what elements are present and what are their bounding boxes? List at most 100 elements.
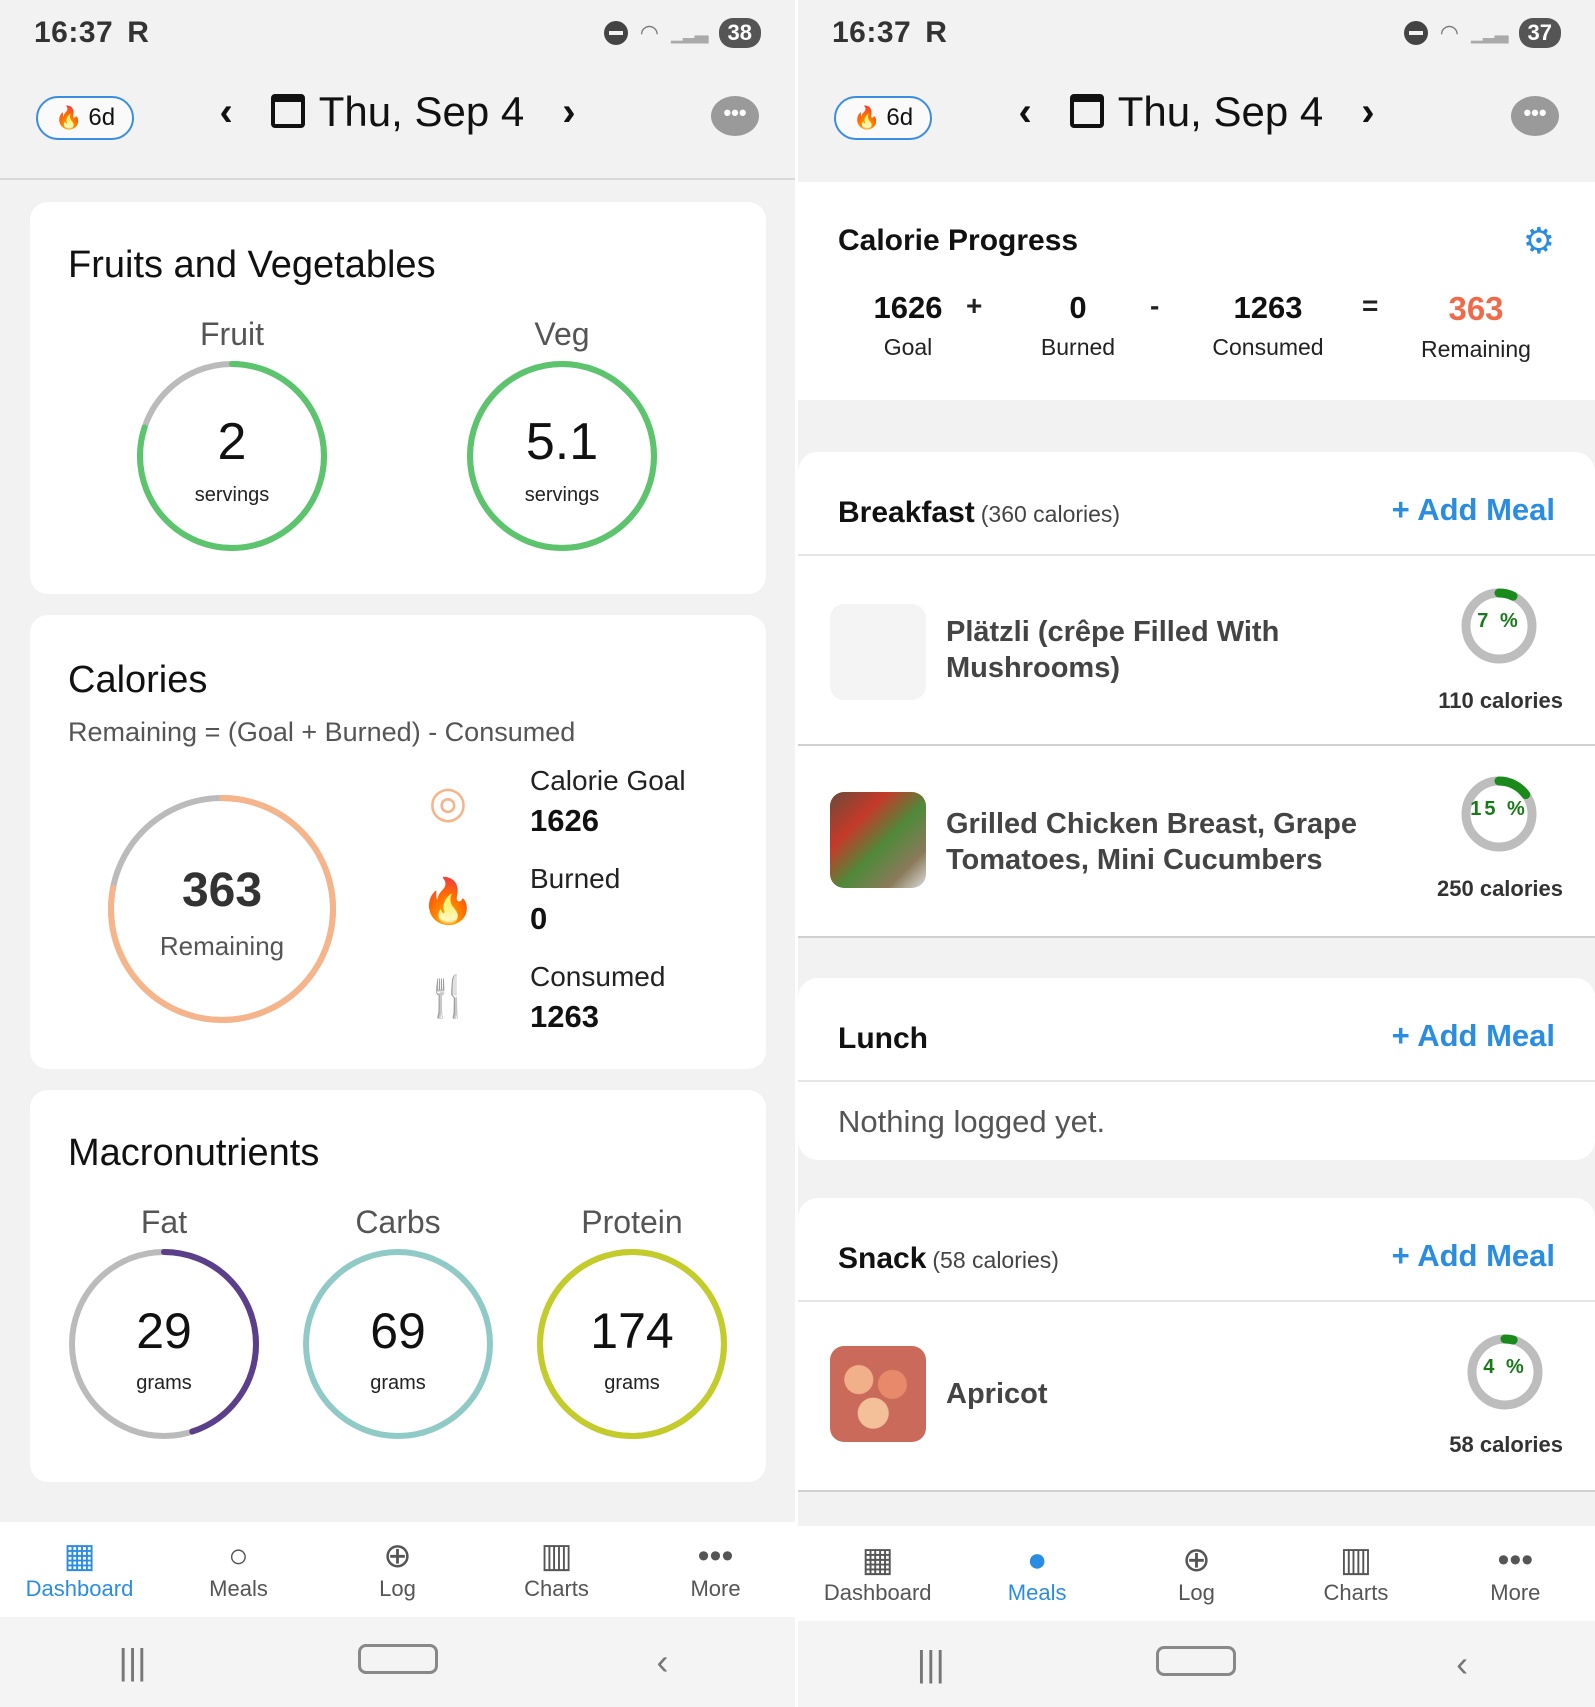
app-header: 🔥 6d ‹ Thu, Sep 4 › •••: [0, 70, 795, 180]
back-icon[interactable]: ‹: [656, 1641, 669, 1682]
date-navigator: ‹ Thu, Sep 4 ›: [798, 88, 1595, 136]
prev-day-button[interactable]: ‹: [1018, 89, 1032, 134]
home-icon[interactable]: [1156, 1643, 1237, 1685]
food-percent-ring: 15 %: [1459, 774, 1539, 854]
target-icon: ◎: [428, 778, 468, 827]
food-name: Plätzli (crêpe Filled With Mushrooms): [946, 616, 1280, 684]
gear-icon[interactable]: ⚙: [1522, 220, 1555, 261]
card-title: Macronutrients: [68, 1132, 320, 1174]
dashboard-screen: 16:37 R ◠ ▁▂▃ 38 🔥 6d ‹ Thu, Sep 4 › ••• …: [0, 0, 795, 1707]
prev-day-button[interactable]: ‹: [219, 89, 233, 134]
carbs-ring-svg: [303, 1249, 493, 1439]
lunch-empty-message: Nothing logged yet.: [838, 1104, 1106, 1139]
date-label[interactable]: Thu, Sep 4: [1069, 88, 1323, 136]
fruit-value: 2: [217, 413, 247, 471]
date-label[interactable]: Thu, Sep 4: [270, 88, 524, 136]
veg-ring-svg: [467, 361, 657, 551]
food-calories: 250 calories: [1437, 876, 1563, 901]
nav-log[interactable]: ⊕ Log: [318, 1522, 477, 1617]
protein-label: Protein: [581, 1204, 683, 1240]
nav-charts[interactable]: ▥ Charts: [477, 1522, 636, 1617]
separator: [798, 554, 1595, 556]
food-item[interactable]: Apricot 4 % 58 calories: [798, 1302, 1595, 1492]
snack-section: Snack (58 calories) + Add Meal Apricot 4 …: [798, 1198, 1595, 1492]
recents-icon[interactable]: |||: [916, 1643, 945, 1684]
macros-card[interactable]: Macronutrients Fat Carbs Protein 29 gram…: [30, 1090, 766, 1482]
flame-icon: 🔥: [54, 105, 83, 130]
food-percent-ring: 4 %: [1465, 1332, 1545, 1412]
chat-icon[interactable]: •••: [711, 96, 759, 136]
next-day-button[interactable]: ›: [1361, 89, 1375, 134]
protein-value: 174: [590, 1303, 674, 1359]
flame-icon: 🔥: [420, 877, 476, 926]
calorie-progress-panel: Calorie Progress ⚙ 1626 Goal + 0 Burned …: [798, 182, 1595, 400]
nav-more[interactable]: ••• More: [1436, 1526, 1595, 1621]
food-item[interactable]: Plätzli (crêpe Filled With Mushrooms) 7 …: [798, 556, 1595, 746]
recents-icon[interactable]: |||: [118, 1641, 147, 1682]
veg-label: Veg: [534, 316, 590, 352]
consumed-row: 🍴 Consumed 1263: [420, 959, 760, 1049]
food-percent-ring: 7 %: [1459, 586, 1539, 666]
cp-plus: +: [966, 290, 983, 321]
lunch-add-meal-button[interactable]: + Add Meal: [1391, 1018, 1555, 1053]
breakfast-add-meal-button[interactable]: + Add Meal: [1391, 492, 1555, 527]
nav-meals[interactable]: ● Meals: [957, 1526, 1116, 1621]
carbs-value: 69: [370, 1303, 426, 1359]
breakfast-section: Breakfast (360 calories) + Add Meal Plätz…: [798, 452, 1595, 938]
food-name: Grilled Chicken Breast, Grape Tomatoes, …: [946, 808, 1357, 876]
chart-icon: ▥: [1339, 1541, 1372, 1579]
food-name: Apricot: [946, 1378, 1048, 1410]
more-icon: •••: [697, 1537, 734, 1575]
battery-badge: 38: [718, 18, 761, 48]
protein-ring: 174 grams: [536, 1248, 728, 1440]
food-calories: 58 calories: [1449, 1432, 1563, 1457]
next-day-button[interactable]: ›: [562, 89, 576, 134]
food-thumbnail: [830, 792, 926, 888]
calories-ring-svg: [108, 795, 336, 1023]
fruits-veg-card[interactable]: Fruits and Vegetables Fruit Veg 2 servin…: [30, 202, 766, 594]
app-header: 🔥 6d ‹ Thu, Sep 4 › •••: [798, 70, 1595, 180]
snack-add-meal-button[interactable]: + Add Meal: [1391, 1238, 1555, 1273]
streak-badge[interactable]: 🔥 6d: [834, 96, 932, 140]
carbs-unit: grams: [370, 1372, 426, 1394]
status-bar: 16:37 R ◠ ▁▂▃ 38: [0, 0, 795, 70]
fat-ring-svg: [69, 1249, 259, 1439]
nav-more[interactable]: ••• More: [636, 1522, 795, 1617]
home-icon[interactable]: [357, 1641, 438, 1683]
status-bar: 16:37 R ◠ ▁▂▃ 37: [798, 0, 1595, 70]
fat-label: Fat: [140, 1204, 188, 1240]
nav-dashboard[interactable]: ▦ Dashboard: [0, 1522, 159, 1617]
status-time: 16:37 R: [832, 16, 948, 49]
calendar-icon: [270, 94, 305, 128]
food-thumbnail: [830, 604, 926, 700]
card-title: Calories: [68, 659, 208, 701]
cp-burned: 0 Burned: [1040, 290, 1116, 360]
fat-ring: 29 grams: [68, 1248, 260, 1440]
apple-icon: ●: [1026, 1541, 1048, 1579]
wifi-icon: ◠: [639, 20, 659, 45]
meals-screen: 16:37 R ◠ ▁▂▃ 37 🔥 6d ‹ Thu, Sep 4 › ••• …: [798, 0, 1595, 1707]
fruit-ring-svg: [137, 361, 327, 551]
lunch-title: Lunch: [838, 1022, 928, 1055]
calories-formula: Remaining = (Goal + Burned) - Consumed: [68, 717, 576, 747]
separator: [798, 744, 1595, 746]
calories-card[interactable]: Calories Remaining = (Goal + Burned) - C…: [30, 615, 766, 1069]
utensils-icon: 🍴: [423, 975, 473, 1019]
back-icon[interactable]: ‹: [1456, 1643, 1469, 1684]
food-item[interactable]: Grilled Chicken Breast, Grape Tomatoes, …: [798, 746, 1595, 936]
nav-dashboard[interactable]: ▦ Dashboard: [798, 1526, 957, 1621]
nav-log[interactable]: ⊕ Log: [1117, 1526, 1276, 1621]
nav-charts[interactable]: ▥ Charts: [1276, 1526, 1435, 1621]
card-title: Fruits and Vegetables: [68, 244, 436, 286]
battery-badge: 37: [1518, 18, 1561, 48]
breakfast-title: Breakfast (360 calories): [838, 496, 1121, 529]
wifi-icon: ◠: [1439, 20, 1459, 45]
nav-meals[interactable]: ○ Meals: [159, 1522, 318, 1617]
chat-icon[interactable]: •••: [1511, 96, 1559, 136]
fruit-unit: servings: [194, 484, 270, 506]
fat-value: 29: [136, 1303, 192, 1359]
apple-icon: ○: [228, 1537, 249, 1575]
signal-icon: ▁▂▃: [1470, 22, 1509, 43]
streak-badge[interactable]: 🔥 6d: [36, 96, 134, 140]
fruit-label: Fruit: [200, 316, 264, 352]
